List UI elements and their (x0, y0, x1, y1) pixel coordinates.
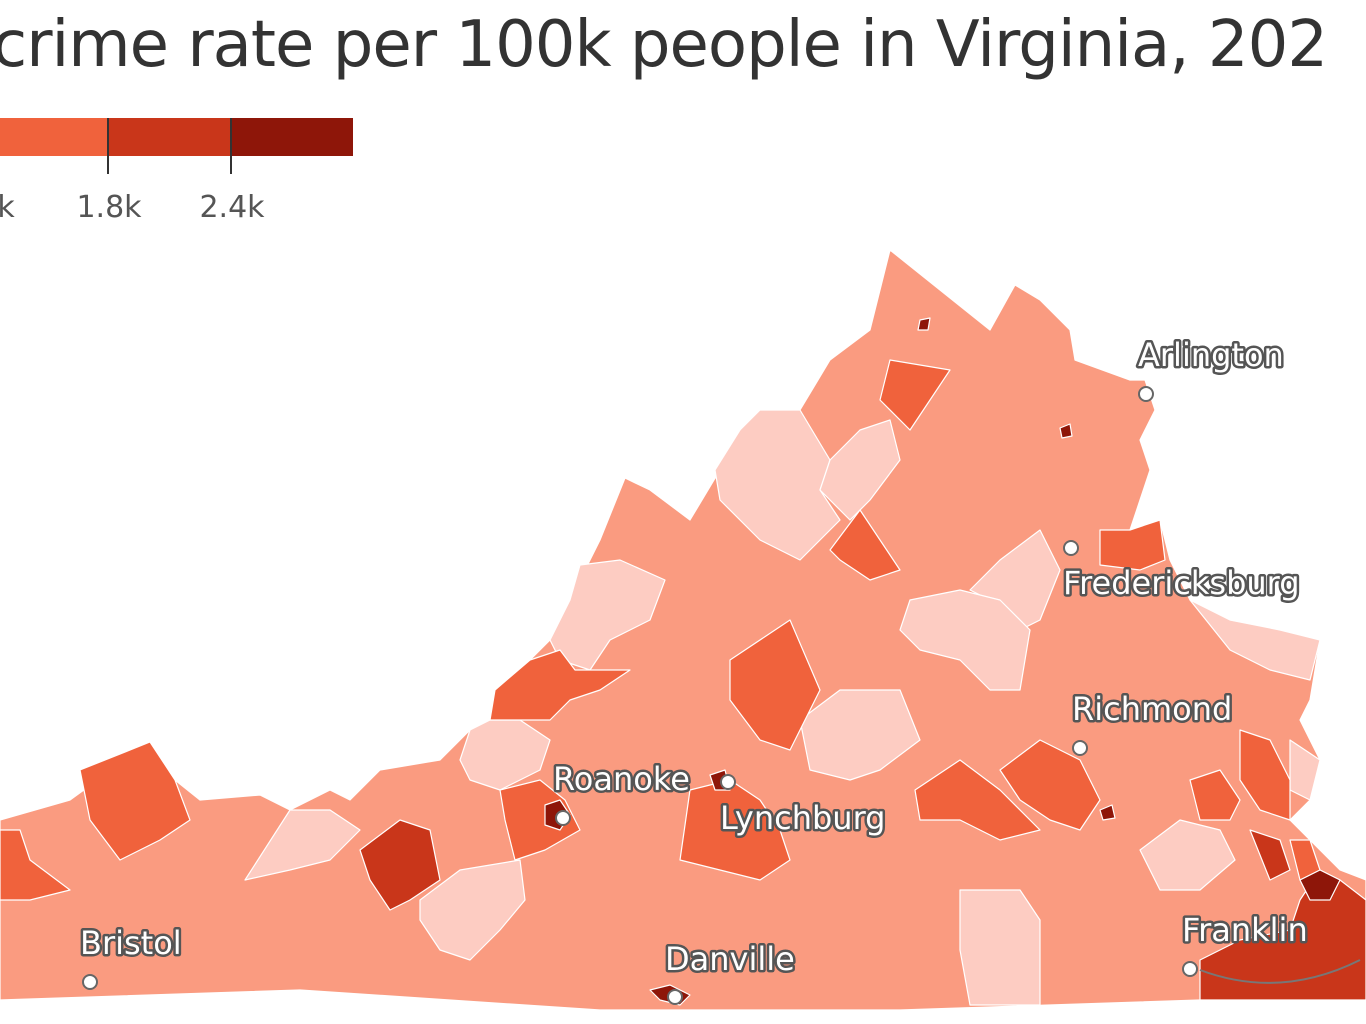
county (679, 779, 791, 881)
county (244, 809, 361, 881)
county (917, 317, 931, 331)
legend-tick-label: k (0, 190, 15, 225)
city-marker (1063, 540, 1079, 556)
city-marker (555, 810, 571, 826)
city-label-bristol: Bristol (80, 924, 182, 962)
county (359, 819, 441, 911)
county (819, 419, 901, 521)
city-layer: Arlington Fredericksburg Richmond Roanok… (78, 334, 1310, 1005)
county (1249, 829, 1291, 881)
county (1189, 769, 1241, 821)
legend-swatch-dark (108, 118, 231, 156)
city-marker (667, 989, 683, 1005)
city-marker (1138, 386, 1154, 402)
legend-swatch-medium (0, 118, 108, 156)
county (914, 759, 1041, 841)
county (729, 619, 821, 751)
legend-tick-label: 1.8k (76, 190, 142, 225)
city-marker (82, 974, 98, 990)
city-marker (1182, 961, 1198, 977)
city-label-franklin: Franklin (1182, 911, 1308, 949)
legend-tick (230, 118, 232, 174)
county (489, 649, 631, 721)
county (1239, 729, 1291, 821)
county (969, 529, 1061, 631)
city-label-richmond: Richmond (1072, 690, 1232, 728)
county (1289, 739, 1321, 801)
county (999, 739, 1101, 831)
legend-tick-label: 2.4k (199, 190, 265, 225)
county (79, 741, 191, 861)
county (714, 409, 841, 561)
city-label-roanoke: Roanoke (553, 760, 690, 798)
county (1189, 599, 1321, 681)
county (799, 689, 921, 781)
city-marker (1072, 740, 1088, 756)
county (879, 359, 951, 431)
county (829, 509, 901, 581)
county (1059, 423, 1073, 439)
county (1139, 819, 1236, 891)
county (419, 859, 526, 961)
city-label-danville: Danville (665, 940, 795, 978)
legend-swatch-darkest (231, 118, 353, 156)
county (959, 889, 1041, 1006)
county-layer (0, 249, 1366, 1011)
city-marker (720, 774, 736, 790)
county (899, 589, 1031, 691)
county (1099, 519, 1166, 571)
county (1099, 804, 1116, 821)
legend-tick (107, 118, 109, 174)
chart-title: crime rate per 100k people in Virginia, … (0, 8, 1328, 82)
county (549, 559, 666, 671)
county (0, 829, 71, 901)
color-legend: k 1.8k 2.4k (0, 118, 360, 228)
city-label-arlington: Arlington (1138, 336, 1284, 374)
city-label-lynchburg: Lynchburg (720, 799, 885, 837)
franklin-leader-line (1199, 959, 1361, 984)
city-label-fredericksburg: Fredericksburg (1063, 564, 1300, 602)
county (1299, 869, 1341, 901)
